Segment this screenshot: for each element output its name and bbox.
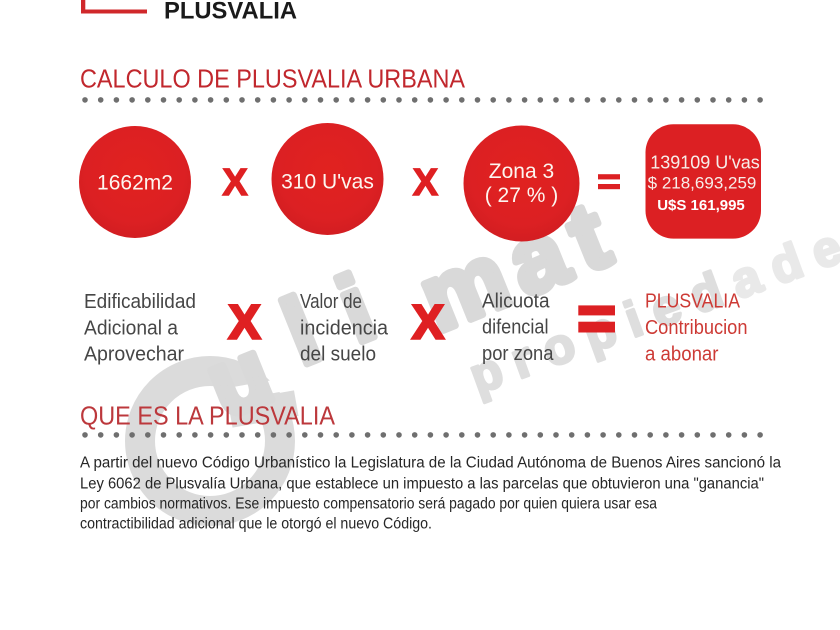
svg-text:Edificabilidad: Edificabilidad — [84, 291, 196, 313]
svg-text:del suelo: del suelo — [300, 344, 376, 366]
svg-text:Valor de: Valor de — [300, 291, 362, 313]
svg-text:Adicional a: Adicional a — [84, 317, 179, 339]
svg-text:incidencia: incidencia — [300, 317, 389, 339]
svg-text:PLUSVALIA: PLUSVALIA — [645, 291, 741, 313]
svg-text:QUE ES LA PLUSVALIA: QUE ES LA PLUSVALIA — [80, 403, 336, 431]
svg-text:PLUSVALIA: PLUSVALIA — [164, 0, 297, 25]
svg-text:Aprovechar: Aprovechar — [84, 344, 184, 366]
svg-text:por cambios normativos. Ese im: por cambios normativos. Ese impuesto com… — [80, 496, 657, 513]
svg-text:( 27 % ): ( 27 % ) — [485, 184, 559, 207]
svg-text:CALCULO DE PLUSVALIA URBANA: CALCULO DE PLUSVALIA URBANA — [80, 66, 466, 94]
svg-text:A partir del nuevo Código Urba: A partir del nuevo Código Urbanístico la… — [80, 455, 781, 472]
svg-text:310 U'vas: 310 U'vas — [281, 171, 374, 194]
svg-text:a abonar: a abonar — [645, 344, 719, 366]
svg-text:X: X — [412, 297, 444, 350]
svg-text:por zona: por zona — [482, 343, 554, 365]
svg-text:X: X — [413, 162, 439, 204]
svg-text:Ley 6062 de Plusvalía Urbana,: Ley 6062 de Plusvalía Urbana, que establ… — [80, 475, 764, 492]
svg-text:difencial: difencial — [482, 317, 549, 339]
svg-text:X: X — [228, 297, 260, 350]
svg-text:contractibilidad adicional que: contractibilidad adicional que le otorgó… — [80, 515, 432, 532]
svg-text:1662m2: 1662m2 — [97, 171, 173, 194]
svg-text:U$S 161,995: U$S 161,995 — [657, 197, 745, 214]
svg-text:X: X — [222, 162, 248, 204]
svg-text:$ 218,693,259: $ 218,693,259 — [648, 174, 757, 193]
svg-text:139109 U'vas: 139109 U'vas — [650, 152, 760, 172]
svg-text:Alicuota: Alicuota — [482, 291, 550, 313]
svg-text:Zona 3: Zona 3 — [489, 160, 554, 183]
svg-text:Contribucion: Contribucion — [645, 317, 748, 339]
